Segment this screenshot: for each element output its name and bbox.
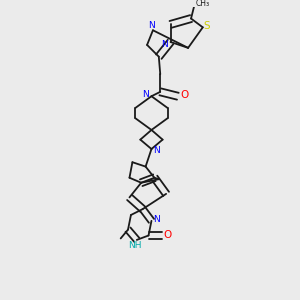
Text: N: N: [153, 215, 160, 224]
Text: N: N: [142, 90, 148, 99]
Text: NH: NH: [129, 241, 142, 250]
Text: O: O: [180, 90, 188, 100]
Text: N: N: [148, 21, 155, 30]
Text: O: O: [163, 230, 171, 241]
Text: N: N: [161, 40, 168, 49]
Text: CH₃: CH₃: [195, 0, 210, 8]
Text: N: N: [153, 146, 160, 155]
Text: S: S: [203, 21, 210, 31]
